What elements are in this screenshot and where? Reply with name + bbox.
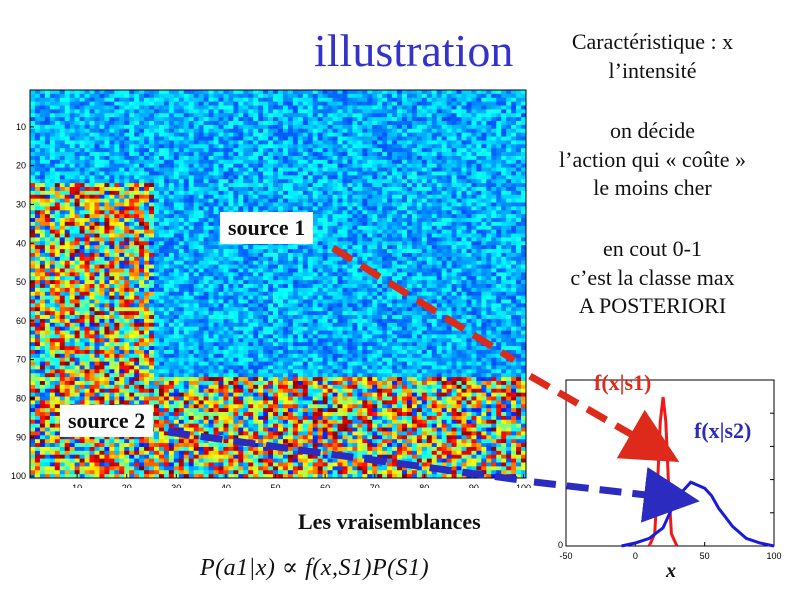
f2-curve — [621, 480, 775, 548]
page-title: illustration — [314, 25, 514, 76]
heatmap-ytick-label: 30 — [16, 199, 26, 209]
heatmap-ytick-label: 70 — [16, 355, 26, 365]
source2-label: source 2 — [60, 405, 154, 437]
heatmap-xtick-label: 50 — [271, 483, 281, 488]
heatmap-ytick-label: 50 — [16, 277, 26, 287]
text-line-1: Caractéristique : x — [530, 28, 775, 57]
text-line-2: l’intensité — [608, 57, 697, 83]
heatmap-ytick-label: 100 — [11, 471, 26, 481]
heatmap-xtick-label: 10 — [72, 483, 82, 488]
density-xtick-label: 100 — [766, 551, 781, 561]
heatmap-xtick-label: 80 — [419, 483, 429, 488]
text-line-4: l’action qui « coûte » — [559, 146, 746, 172]
heatmap-ytick-label: 10 — [16, 122, 26, 132]
density-xtick-label: 0 — [633, 551, 638, 561]
heatmap-xtick-label: 60 — [320, 483, 330, 488]
vraisemblances-label: Les vraisemblances — [298, 509, 481, 534]
heatmap-xtick-label: 100 — [516, 483, 531, 488]
source2-arrow-right — [533, 466, 700, 523]
heatmap-xtick-label: 30 — [171, 483, 181, 488]
explanation-text: Caractéristique : x l’intensité on décid… — [530, 28, 775, 321]
density-xtick-label: -50 — [559, 551, 572, 561]
source1-label: source 1 — [220, 212, 314, 244]
f1-curve — [647, 396, 679, 547]
text-line-6: en cout 0-1 — [603, 235, 702, 261]
heatmap-ytick-label: 40 — [16, 238, 26, 248]
heatmap-xtick-label: 90 — [469, 483, 479, 488]
bayes-formula: P(a1|x) ∝ f(x,S1)P(S1) — [200, 555, 430, 581]
density-plot-frame — [565, 379, 775, 547]
caracteristique-label: Caractéristique : x — [571, 29, 734, 54]
heatmap-xtick-label: 20 — [122, 483, 132, 488]
text-line-5: le moins cher — [593, 175, 712, 201]
density-xlabel: x — [666, 560, 676, 582]
text-line-8: A POSTERIORI — [578, 293, 727, 319]
heatmap-ticks: 10 20 30 40 50 60 70 80 90 100 10 20 30 40 50 60 70 80 90 1… — [11, 122, 531, 488]
heatmap-ytick-label: 60 — [16, 316, 26, 326]
text-line-3: on décide — [610, 118, 695, 144]
density-ytick-label: 0 — [558, 540, 563, 550]
density-xtick-label: 50 — [700, 551, 710, 561]
heatmap-ytick-label: 20 — [16, 161, 26, 171]
f2-label: f(x|s2) — [694, 418, 752, 443]
f1-label: f(x|s1) — [594, 370, 652, 395]
heatmap-ytick-label: 80 — [16, 393, 26, 403]
text-line-7: c’est la classe max — [570, 264, 735, 290]
heatmap-xtick-label: 70 — [370, 483, 380, 488]
heatmap-xtick-label: 40 — [221, 483, 231, 488]
heatmap-ytick-label: 90 — [16, 432, 26, 442]
